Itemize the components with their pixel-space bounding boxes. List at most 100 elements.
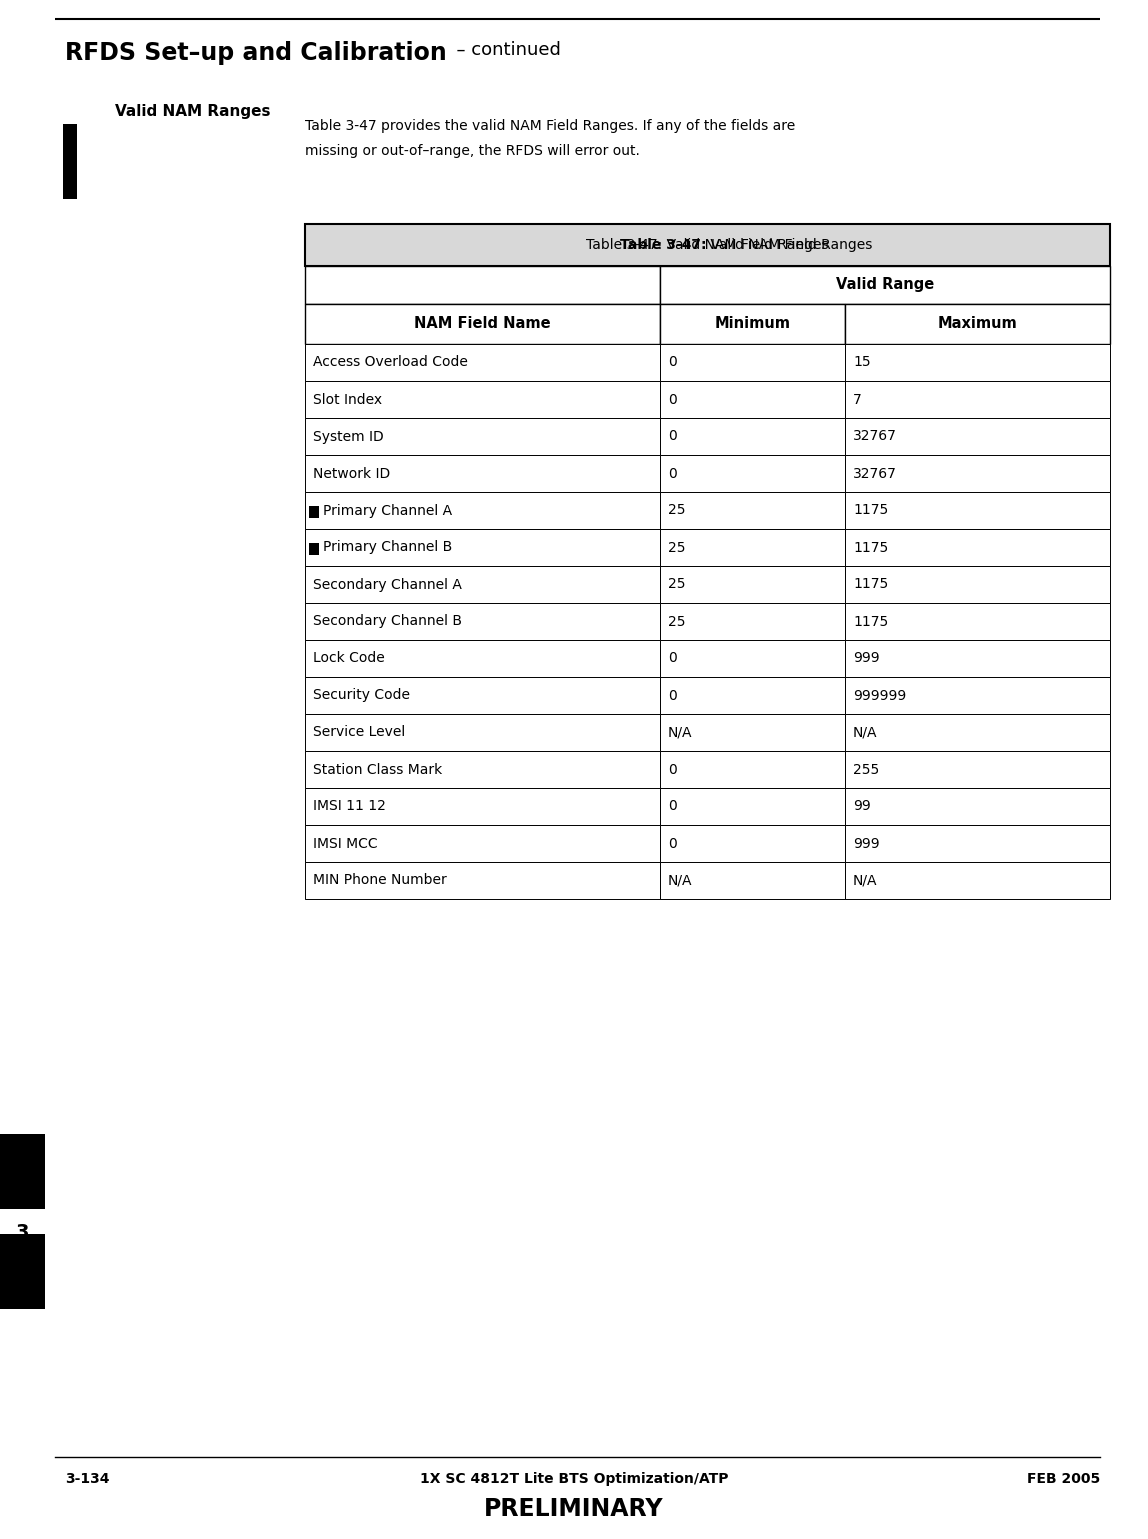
Text: 1175: 1175 (853, 577, 889, 591)
Text: Minimum: Minimum (714, 317, 791, 331)
Text: Maximum: Maximum (938, 317, 1017, 331)
Text: 25: 25 (668, 503, 685, 517)
Bar (845, 862, 1110, 899)
Text: 3-134: 3-134 (65, 1471, 109, 1487)
Text: 0: 0 (668, 799, 677, 814)
Bar (845, 640, 1110, 677)
Text: 7: 7 (853, 392, 862, 406)
Bar (660, 751, 845, 788)
Text: Security Code: Security Code (313, 688, 410, 702)
Bar (845, 788, 1110, 825)
Text: 15: 15 (853, 356, 870, 369)
Text: 255: 255 (853, 762, 879, 777)
Text: FEB 2005: FEB 2005 (1026, 1471, 1100, 1487)
Text: Secondary Channel B: Secondary Channel B (313, 614, 461, 628)
Text: 99: 99 (853, 799, 870, 814)
Bar (845, 456, 1110, 492)
Text: Table 3-47:: Table 3-47: (620, 239, 706, 252)
Text: N/A: N/A (853, 874, 877, 888)
Bar (305, 751, 660, 788)
Text: 0: 0 (668, 651, 677, 665)
Bar (305, 529, 660, 566)
Bar (660, 640, 845, 677)
Text: 0: 0 (668, 688, 677, 702)
Text: 3: 3 (15, 1222, 29, 1242)
Bar (305, 603, 660, 640)
Text: Slot Index: Slot Index (313, 392, 382, 406)
Text: 25: 25 (668, 577, 685, 591)
Bar (660, 266, 1110, 305)
Text: NAM Field Name: NAM Field Name (414, 317, 551, 331)
Bar (305, 456, 660, 492)
Text: – continued: – continued (445, 42, 561, 58)
Bar (305, 419, 660, 456)
Bar (309, 543, 319, 554)
Bar (305, 788, 660, 825)
Bar (660, 677, 845, 714)
Bar (660, 603, 845, 640)
Text: Valid NAM Ranges: Valid NAM Ranges (115, 105, 271, 119)
Text: IMSI MCC: IMSI MCC (313, 837, 378, 851)
Text: Lock Code: Lock Code (313, 651, 385, 665)
Text: Service Level: Service Level (313, 725, 405, 740)
Text: 999: 999 (853, 837, 879, 851)
Bar (845, 492, 1110, 529)
Bar (305, 225, 1110, 266)
Bar (660, 862, 845, 899)
Bar (309, 505, 319, 517)
Text: 25: 25 (668, 614, 685, 628)
Text: 0: 0 (668, 392, 677, 406)
Bar (845, 677, 1110, 714)
Bar (660, 825, 845, 862)
Text: 0: 0 (668, 356, 677, 369)
Bar (305, 345, 660, 382)
Text: 0: 0 (668, 837, 677, 851)
Text: Secondary Channel A: Secondary Channel A (313, 577, 461, 591)
Bar (845, 345, 1110, 382)
Bar (845, 529, 1110, 566)
Bar (660, 419, 845, 456)
Text: 1175: 1175 (853, 503, 889, 517)
Bar (305, 714, 660, 751)
Text: 1X SC 4812T Lite BTS Optimization/ATP: 1X SC 4812T Lite BTS Optimization/ATP (420, 1471, 728, 1487)
Text: 1175: 1175 (853, 614, 889, 628)
Text: Table 3-47: Valid NAM Field Ranges: Table 3-47: Valid NAM Field Ranges (587, 239, 829, 252)
Bar (660, 529, 845, 566)
Text: 0: 0 (668, 466, 677, 480)
Bar (305, 640, 660, 677)
Bar (660, 345, 845, 382)
Text: Station Class Mark: Station Class Mark (313, 762, 442, 777)
Text: MIN Phone Number: MIN Phone Number (313, 874, 447, 888)
Text: 1175: 1175 (853, 540, 889, 554)
Text: Table 3-47 provides the valid NAM Field Ranges. If any of the fields are: Table 3-47 provides the valid NAM Field … (305, 119, 796, 132)
Text: missing or out-of–range, the RFDS will error out.: missing or out-of–range, the RFDS will e… (305, 145, 639, 159)
Text: System ID: System ID (313, 429, 383, 443)
Bar (660, 492, 845, 529)
Bar (845, 714, 1110, 751)
Bar (660, 788, 845, 825)
Text: Primary Channel A: Primary Channel A (323, 503, 452, 517)
Bar (305, 305, 660, 345)
Bar (660, 305, 845, 345)
Text: 32767: 32767 (853, 466, 897, 480)
Bar (845, 419, 1110, 456)
Text: RFDS Set–up and Calibration: RFDS Set–up and Calibration (65, 42, 447, 65)
Bar (660, 566, 845, 603)
Text: Valid NAM Field Ranges: Valid NAM Field Ranges (706, 239, 872, 252)
Bar (305, 266, 660, 305)
Text: N/A: N/A (853, 725, 877, 740)
Text: 999: 999 (853, 651, 879, 665)
Bar (845, 603, 1110, 640)
Bar (0, 1234, 45, 1310)
Text: Access Overload Code: Access Overload Code (313, 356, 468, 369)
Bar (660, 456, 845, 492)
Bar (305, 862, 660, 899)
Bar (305, 825, 660, 862)
Text: N/A: N/A (668, 874, 692, 888)
Text: PRELIMINARY: PRELIMINARY (484, 1497, 664, 1521)
Text: IMSI 11 12: IMSI 11 12 (313, 799, 386, 814)
Text: Valid Range: Valid Range (836, 277, 934, 292)
Text: 0: 0 (668, 429, 677, 443)
Text: Network ID: Network ID (313, 466, 390, 480)
Bar (305, 566, 660, 603)
